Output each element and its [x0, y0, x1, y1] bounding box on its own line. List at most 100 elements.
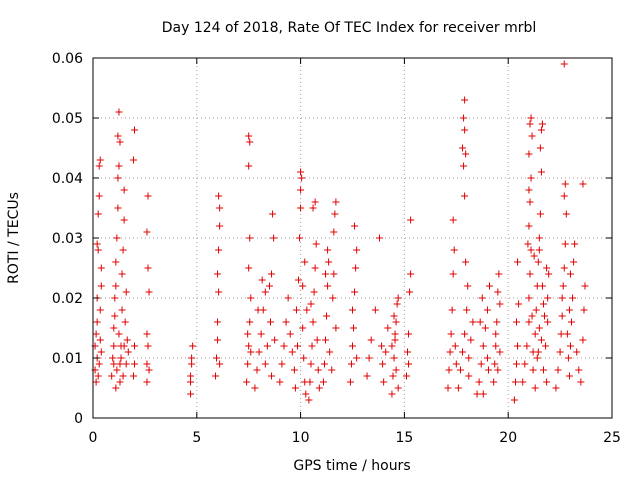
data-point [299, 282, 307, 290]
data-point [510, 396, 518, 404]
data-point [384, 324, 392, 332]
data-point [116, 138, 124, 146]
data-point [94, 210, 102, 218]
data-point [479, 342, 487, 350]
data-point [187, 378, 195, 386]
data-point [559, 282, 567, 290]
data-point [543, 264, 551, 272]
data-point [118, 270, 126, 278]
data-point [258, 276, 266, 284]
data-point [536, 144, 544, 152]
data-point [309, 204, 317, 212]
data-point [291, 384, 299, 392]
data-point [244, 360, 252, 368]
data-point [479, 390, 487, 398]
data-point [537, 336, 545, 344]
x-tick-label: 0 [89, 430, 98, 446]
data-point [315, 384, 323, 392]
data-point [268, 270, 276, 278]
data-point [579, 336, 587, 344]
data-point [111, 312, 119, 320]
data-point [537, 168, 545, 176]
data-point [332, 198, 340, 206]
data-point [447, 330, 455, 338]
data-point [538, 282, 546, 290]
data-point [110, 324, 118, 332]
data-point [95, 360, 103, 368]
data-point [405, 360, 413, 368]
y-tick-label: 0.03 [52, 231, 83, 247]
data-point [483, 354, 491, 362]
data-point [144, 192, 152, 200]
data-point [519, 378, 527, 386]
data-point [365, 354, 373, 362]
data-point [286, 330, 294, 338]
data-point [562, 210, 570, 218]
data-point [95, 192, 103, 200]
data-point [580, 306, 588, 314]
data-point [388, 390, 396, 398]
data-point [558, 294, 566, 302]
data-point [558, 312, 566, 320]
data-point [464, 282, 472, 290]
data-point [122, 360, 130, 368]
data-point [115, 108, 123, 116]
data-point [388, 342, 396, 350]
data-point [521, 360, 529, 368]
data-point [543, 378, 551, 386]
data-point [392, 318, 400, 326]
data-point [245, 162, 253, 170]
data-point [116, 360, 124, 368]
data-point [114, 174, 122, 182]
data-point [189, 342, 197, 350]
data-point [280, 342, 288, 350]
data-point [542, 342, 550, 350]
data-point [309, 318, 317, 326]
y-tick-label: 0.02 [52, 291, 83, 307]
data-point [561, 240, 569, 248]
data-point [467, 336, 475, 344]
data-point [526, 270, 534, 278]
data-point [245, 132, 253, 140]
data-point [293, 342, 301, 350]
data-point [92, 330, 100, 338]
data-point [346, 378, 354, 386]
data-point [319, 378, 327, 386]
data-point [97, 264, 105, 272]
data-point [402, 372, 410, 380]
data-point [320, 360, 328, 368]
data-point [446, 348, 454, 356]
data-point [563, 330, 571, 338]
data-point [270, 234, 278, 242]
data-point [531, 330, 539, 338]
data-point [314, 366, 322, 374]
data-point [533, 354, 541, 362]
x-tick-label: 20 [499, 430, 517, 446]
data-point [311, 198, 319, 206]
data-point [296, 234, 304, 242]
data-point [215, 246, 223, 254]
data-point [448, 306, 456, 314]
data-point [115, 330, 123, 338]
data-point [460, 162, 468, 170]
data-point [268, 372, 276, 380]
data-point [123, 336, 131, 344]
data-point [271, 336, 279, 344]
data-point [577, 378, 585, 386]
data-point [129, 156, 137, 164]
data-point [276, 378, 284, 386]
data-point [96, 156, 104, 164]
data-point [96, 306, 104, 314]
data-point [93, 240, 101, 248]
data-point [560, 60, 568, 68]
data-point [145, 288, 153, 296]
data-point [556, 348, 564, 356]
data-point [247, 348, 255, 356]
data-point [93, 318, 101, 326]
x-tick-label: 10 [292, 430, 310, 446]
data-point [305, 396, 313, 404]
data-point [144, 342, 152, 350]
data-point [407, 270, 415, 278]
data-point [144, 264, 152, 272]
